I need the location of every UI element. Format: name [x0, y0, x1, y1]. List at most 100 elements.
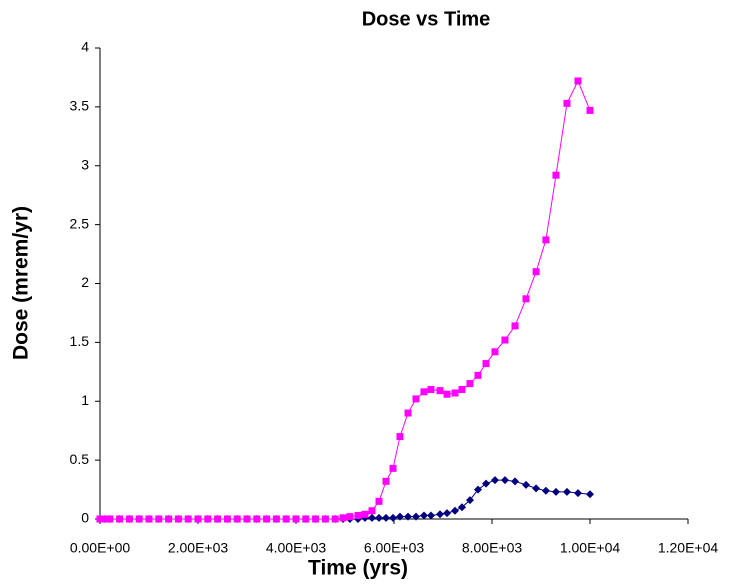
marker	[511, 322, 519, 330]
marker	[412, 512, 421, 521]
x-tick-label: 0.00E+00	[70, 540, 131, 556]
marker	[101, 515, 109, 523]
marker	[321, 515, 329, 523]
marker	[367, 513, 376, 522]
marker	[282, 515, 290, 523]
marker	[339, 514, 347, 522]
y-tick-label: 2	[81, 274, 89, 290]
marker	[135, 515, 143, 523]
marker	[404, 512, 413, 521]
marker	[490, 476, 499, 485]
marker	[436, 510, 445, 519]
chart-title: Dose vs Time	[362, 8, 491, 30]
marker	[451, 389, 459, 397]
marker	[233, 515, 241, 523]
marker	[426, 511, 435, 520]
marker	[562, 487, 571, 496]
marker	[396, 433, 404, 441]
marker	[451, 506, 460, 515]
marker	[368, 507, 376, 515]
marker	[292, 515, 300, 523]
marker	[458, 503, 467, 512]
marker	[474, 371, 482, 379]
marker	[375, 513, 384, 522]
x-tick-label: 4.00E+03	[266, 540, 327, 556]
y-tick-label: 0	[81, 510, 89, 526]
marker	[458, 385, 466, 393]
marker	[443, 509, 452, 518]
marker	[573, 489, 582, 498]
marker	[482, 479, 491, 488]
marker	[125, 515, 133, 523]
marker	[382, 513, 391, 522]
marker	[465, 496, 474, 505]
marker	[420, 388, 428, 396]
marker	[214, 515, 222, 523]
marker	[532, 484, 541, 493]
marker	[500, 476, 509, 485]
y-tick-label: 3	[81, 156, 89, 172]
marker	[382, 477, 390, 485]
marker	[194, 515, 202, 523]
marker	[184, 515, 192, 523]
marker	[532, 268, 540, 276]
x-tick-label: 2.00E+03	[168, 540, 229, 556]
marker	[165, 515, 173, 523]
x-tick-label: 1.20E+04	[658, 540, 719, 556]
y-axis-title: Dose (mrem/yr)	[10, 206, 33, 360]
marker	[542, 236, 550, 244]
marker	[145, 515, 153, 523]
marker	[389, 513, 398, 522]
marker	[223, 515, 231, 523]
marker	[116, 515, 124, 523]
marker	[272, 515, 280, 523]
marker	[586, 490, 594, 499]
marker	[522, 480, 531, 489]
marker	[375, 497, 383, 505]
marker	[482, 360, 490, 368]
y-tick-label: 1	[81, 392, 89, 408]
marker	[243, 515, 251, 523]
marker	[501, 336, 509, 344]
marker	[419, 511, 428, 520]
x-axis-title: Time (yrs)	[308, 557, 408, 580]
marker	[155, 515, 163, 523]
x-tick-label: 8.00E+03	[462, 540, 523, 556]
marker	[574, 77, 582, 85]
marker	[96, 515, 104, 523]
marker	[253, 515, 261, 523]
x-tick-label: 1.00E+04	[560, 540, 621, 556]
marker	[204, 515, 212, 523]
marker	[586, 106, 594, 114]
marker	[473, 485, 482, 494]
marker	[174, 515, 182, 523]
marker	[346, 513, 354, 521]
marker	[427, 385, 435, 393]
marker	[395, 512, 404, 521]
marker	[551, 487, 560, 496]
marker	[541, 486, 550, 495]
marker	[412, 395, 420, 403]
marker	[312, 515, 320, 523]
marker	[263, 515, 271, 523]
series-line	[100, 479, 591, 520]
marker	[522, 295, 530, 303]
y-tick-label: 4	[81, 39, 89, 55]
y-tick-label: 2.5	[70, 215, 90, 231]
marker	[491, 348, 499, 356]
marker	[404, 409, 412, 417]
x-tick-label: 6.00E+03	[364, 540, 425, 556]
marker	[302, 515, 310, 523]
marker	[354, 511, 362, 519]
marker	[563, 99, 571, 107]
marker	[511, 477, 520, 486]
marker	[443, 390, 451, 398]
y-tick-label: 0.5	[70, 451, 90, 467]
marker	[361, 510, 369, 518]
marker	[106, 515, 114, 523]
y-tick-label: 1.5	[70, 333, 90, 349]
marker	[389, 464, 397, 472]
marker	[466, 380, 474, 388]
marker	[552, 171, 560, 179]
